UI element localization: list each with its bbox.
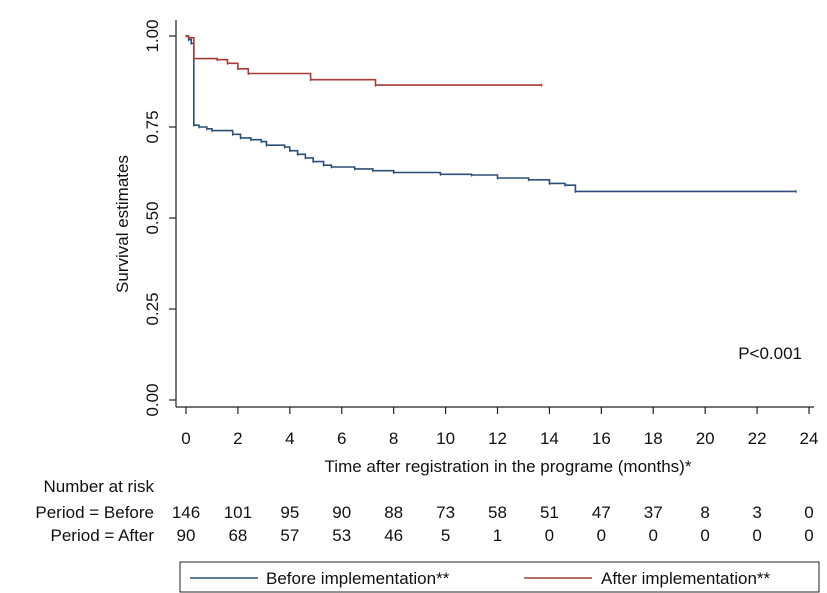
risk-value: 146 [172,503,200,522]
y-tick-label: 0.00 [143,383,162,416]
x-tick-label: 16 [592,429,611,448]
x-tick-label: 4 [285,429,294,448]
risk-value: 0 [545,526,554,545]
x-axis-title: Time after registration in the programe … [325,457,692,476]
risk-row-label-after: Period = After [51,526,155,545]
risk-value: 53 [332,526,351,545]
x-tick-label: 0 [181,429,190,448]
x-tick-label: 6 [337,429,346,448]
y-tick-label: 1.00 [143,19,162,52]
series-line-after [186,35,542,86]
risk-value: 58 [488,503,507,522]
risk-value: 90 [332,503,351,522]
x-tick-label: 20 [696,429,715,448]
risk-value: 0 [597,526,606,545]
x-tick-label: 8 [389,429,398,448]
risk-value: 0 [752,526,761,545]
x-tick-label: 18 [644,429,663,448]
legend-box [179,561,820,593]
risk-value: 0 [700,526,709,545]
risk-value: 1 [493,526,502,545]
risk-value: 3 [752,503,761,522]
y-tick-label: 0.25 [143,292,162,325]
x-tick-label: 10 [436,429,455,448]
risk-value: 47 [592,503,611,522]
y-tick-label: 0.50 [143,201,162,234]
y-axis-title: Survival estimates [113,155,132,293]
risk-value: 101 [224,503,252,522]
risk-value: 5 [441,526,450,545]
risk-value: 95 [280,503,299,522]
x-tick-label: 12 [488,429,507,448]
legend-label-before: Before implementation** [266,569,450,588]
risk-value: 68 [228,526,247,545]
risk-value: 73 [436,503,455,522]
risk-value: 0 [649,526,658,545]
x-tick-label: 14 [540,429,559,448]
risk-value: 8 [700,503,709,522]
risk-value: 46 [384,526,403,545]
x-tick-label: 2 [233,429,242,448]
axes: 0 2 4 6 8 10 12 14 16 18 20 22 240.000.250.500.751.0… [143,19,818,448]
x-tick-label: 24 [800,429,819,448]
legend: Before implementation** After implementa… [179,561,820,593]
series-line-before [186,35,796,193]
risk-row-label-before: Period = Before [35,503,154,522]
risk-value: 57 [280,526,299,545]
risk-value: 0 [804,526,813,545]
labels-layer: Survival estimates Time after registrati… [35,155,802,545]
y-tick-label: 0.75 [143,110,162,143]
risk-value: 90 [177,526,196,545]
risk-value: 88 [384,503,403,522]
legend-label-after: After implementation** [601,569,771,588]
risk-table-heading: Number at risk [43,477,154,496]
risk-table: 146 101 95 90 88 73 58 51 47 37 8 3 090 68 57 53 46 5 1 0 0 0… [172,503,814,545]
p-value-annotation: P<0.001 [738,344,802,363]
risk-value: 51 [540,503,559,522]
risk-value: 37 [644,503,663,522]
risk-value: 0 [804,503,813,522]
series-layer [185,34,797,193]
x-tick-label: 22 [748,429,767,448]
